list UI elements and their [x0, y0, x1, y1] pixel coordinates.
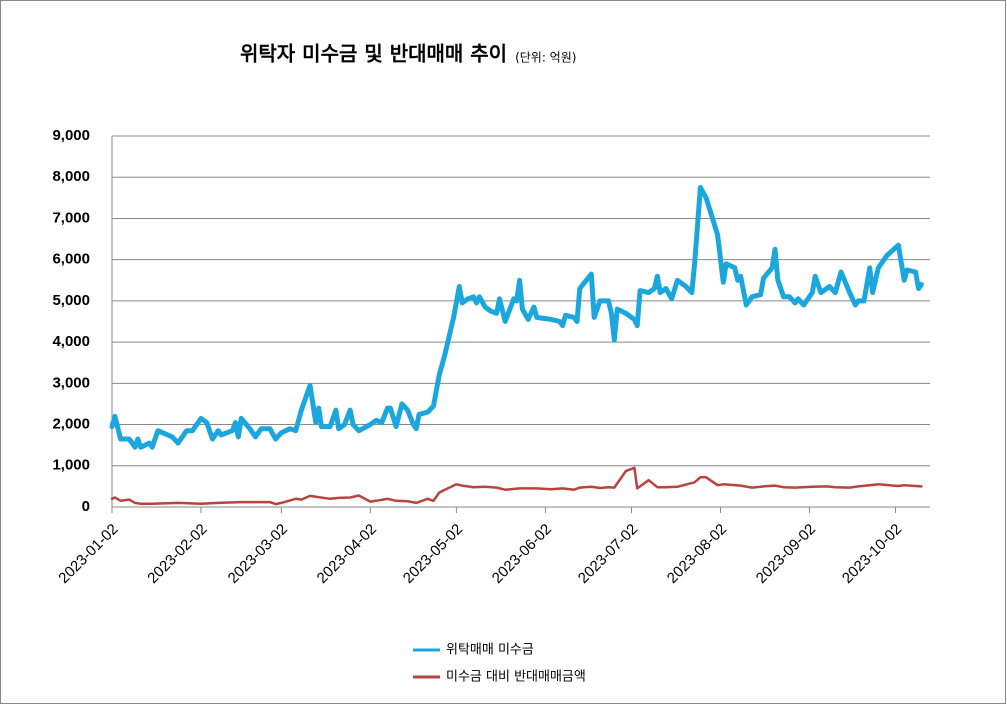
y-tick-label: 0	[82, 498, 90, 515]
y-tick-label: 8,000	[52, 168, 90, 185]
y-tick-label: 1,000	[52, 457, 90, 474]
legend-label: 미수금 대비 반대매매금액	[446, 670, 586, 685]
chart-title: 위탁자 미수금 및 반대매매 추이	[240, 42, 507, 66]
y-tick-label: 2,000	[52, 416, 90, 433]
y-tick-label: 3,000	[52, 374, 90, 391]
y-tick-label: 4,000	[52, 333, 90, 350]
y-tick-label: 6,000	[52, 251, 90, 268]
y-tick-label: 5,000	[52, 292, 90, 309]
chart-subtitle: (단위: 억원)	[515, 51, 576, 65]
y-tick-label: 9,000	[52, 127, 90, 144]
line-series	[109, 185, 924, 450]
legend-label: 위탁매매 미수금	[446, 643, 534, 658]
line-series	[110, 466, 923, 506]
y-tick-label: 7,000	[52, 209, 90, 226]
